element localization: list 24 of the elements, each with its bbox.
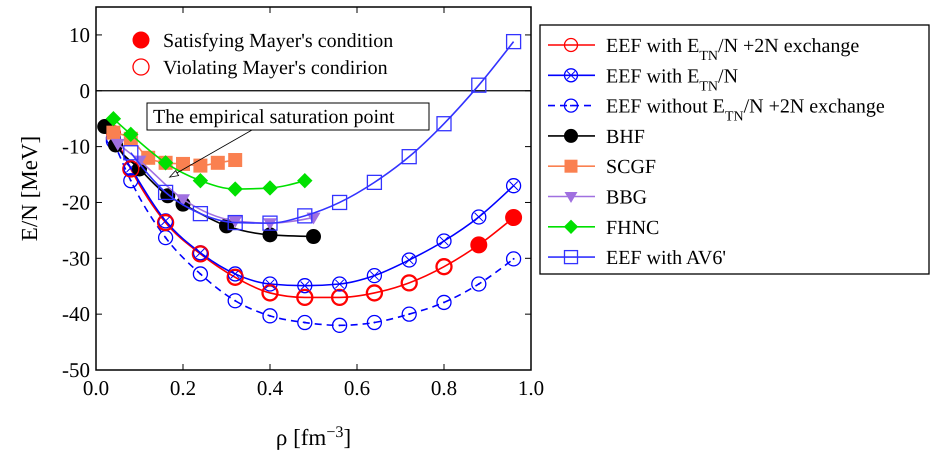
legend-label: EEF with E$_{TN}$/N +2N exchange bbox=[606, 35, 860, 64]
y-tick-label: 10 bbox=[69, 22, 90, 47]
x-tick-label: 0.8 bbox=[430, 376, 458, 400]
legend-label: BBG bbox=[606, 186, 648, 208]
legend-label: EEF with AV6' bbox=[606, 247, 726, 270]
y-tick-label: -40 bbox=[62, 302, 90, 326]
x-tick-label: 0.2 bbox=[170, 376, 196, 400]
legend-label: Violating Mayer's condirion bbox=[163, 57, 388, 79]
x-tick-label: 0.4 bbox=[256, 376, 284, 400]
x-axis-title: ρ [fm$^{−3}$] bbox=[276, 424, 352, 450]
y-axis-title: E/N [MeV] bbox=[17, 136, 42, 242]
y-tick-label: 0 bbox=[80, 78, 90, 103]
y-tick-label: -10 bbox=[62, 134, 90, 159]
legend-label: EEF with E$_{TN}$/N bbox=[606, 65, 738, 94]
y-tick-label: -30 bbox=[62, 246, 90, 270]
y-tick-label: -20 bbox=[62, 190, 90, 214]
annotation: The empirical saturation point bbox=[153, 106, 396, 128]
legend-label: BHF bbox=[606, 126, 645, 148]
legend-label: EEF without E$_{TN}$/N +2N exchange bbox=[606, 96, 885, 124]
legend-label: SCGF bbox=[606, 156, 656, 178]
x-tick-label: 1.0 bbox=[518, 376, 544, 400]
x-tick-label: 0.6 bbox=[344, 376, 370, 400]
legend-label: Satisfying Mayer's condition bbox=[163, 30, 394, 52]
legend-label: FHNC bbox=[606, 216, 660, 239]
